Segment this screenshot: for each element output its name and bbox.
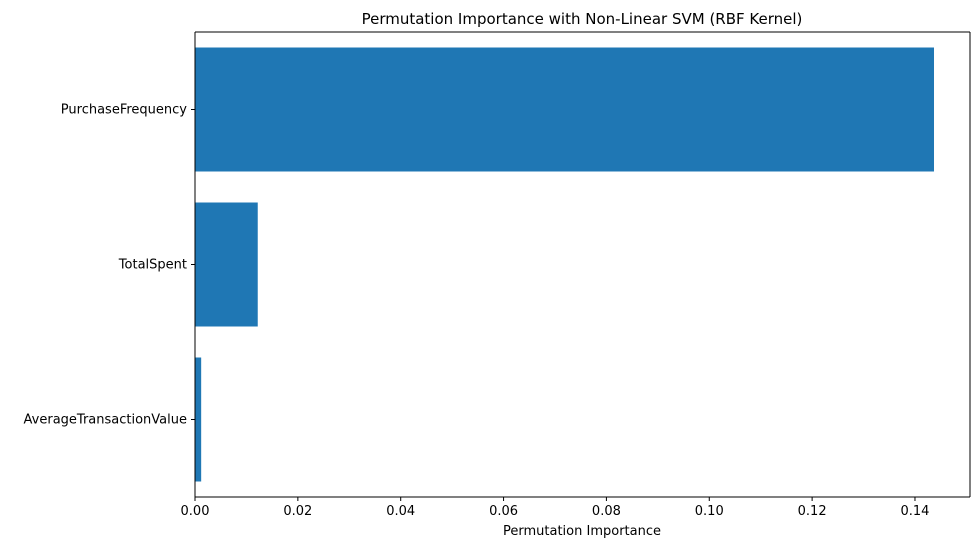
bar-AverageTransactionValue xyxy=(195,357,202,482)
y-tick-label: AverageTransactionValue xyxy=(24,413,187,428)
x-tick-label: 0.00 xyxy=(181,504,210,519)
chart-title: Permutation Importance with Non-Linear S… xyxy=(362,10,803,28)
x-tick-label: 0.12 xyxy=(798,504,827,519)
x-tick-label: 0.08 xyxy=(592,504,621,519)
y-tick-label: PurchaseFrequency xyxy=(61,103,187,118)
bar-PurchaseFrequency xyxy=(195,47,935,172)
x-tick-label: 0.14 xyxy=(900,504,929,519)
x-tick-label: 0.04 xyxy=(386,504,415,519)
x-tick-label: 0.06 xyxy=(489,504,518,519)
x-ticks-layer: 0.00 0.02 0.04 0.06 0.08 0.10 0.12 0.14 xyxy=(181,497,929,519)
x-axis-label: Permutation Importance xyxy=(503,524,661,539)
bars-layer xyxy=(195,47,935,482)
y-ticks-layer: PurchaseFrequency TotalSpent AverageTransa… xyxy=(24,103,195,428)
x-tick-label: 0.10 xyxy=(695,504,724,519)
x-tick-label: 0.02 xyxy=(283,504,312,519)
bar-TotalSpent xyxy=(195,202,258,327)
y-tick-label: TotalSpent xyxy=(118,258,187,273)
